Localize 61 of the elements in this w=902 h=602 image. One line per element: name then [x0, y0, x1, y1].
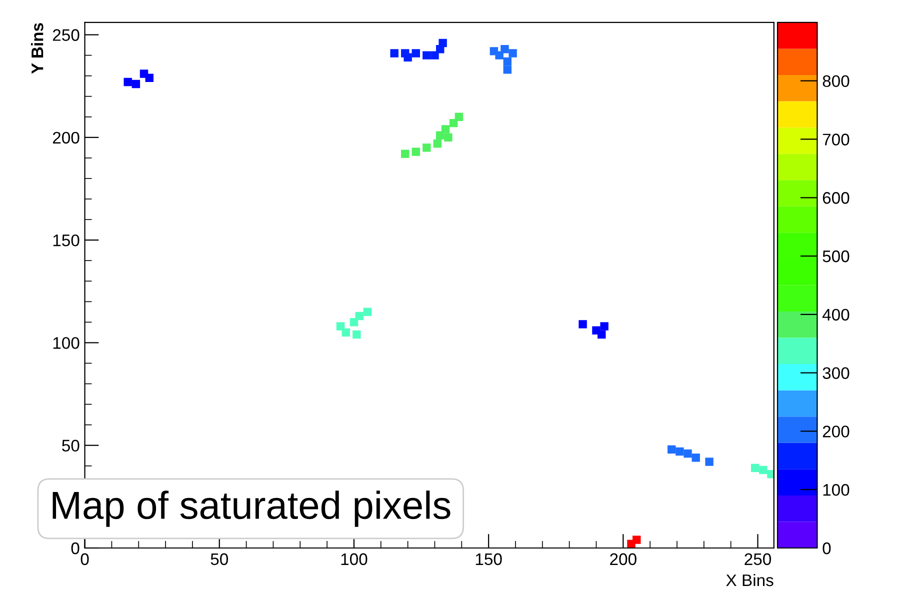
point — [632, 536, 641, 544]
point — [422, 144, 431, 152]
y-tick-label: 0 — [71, 542, 80, 554]
point — [363, 308, 372, 316]
point — [441, 125, 450, 134]
point — [404, 53, 412, 62]
point — [676, 447, 684, 456]
point — [124, 78, 132, 86]
color-bar-label: 500 — [822, 250, 850, 262]
color-bar-label: 800 — [822, 75, 850, 88]
y-tick-label: 150 — [53, 234, 80, 246]
x-tick-label: 0 — [80, 553, 89, 566]
color-bar-label: 300 — [822, 367, 850, 380]
point — [759, 466, 768, 474]
color-bar-label: 200 — [822, 426, 850, 438]
y-tick-label: 50 — [62, 440, 80, 452]
y-tick-label: 200 — [52, 132, 80, 144]
color-bar-label: 600 — [822, 192, 850, 204]
point — [684, 449, 692, 458]
x-axis-title: X Bins — [726, 574, 774, 586]
y-axis-title: Y Bins — [31, 23, 44, 74]
point — [508, 49, 517, 58]
x-tick-label: 250 — [744, 553, 772, 566]
annotation: Map of saturated pixels — [52, 490, 450, 527]
point — [401, 150, 410, 158]
point — [503, 66, 512, 74]
point — [412, 49, 420, 58]
color-bar-label: 400 — [822, 308, 850, 321]
x-tick-label: 100 — [341, 553, 368, 566]
point — [342, 328, 350, 337]
color-bar-label: 0 — [822, 542, 831, 554]
x-tick-label: 150 — [476, 553, 502, 566]
point — [503, 57, 512, 66]
x-tick-label: 200 — [610, 553, 636, 566]
point — [598, 330, 606, 339]
point — [600, 322, 608, 330]
point — [390, 49, 398, 58]
color-bar-label: 100 — [823, 484, 850, 496]
point — [495, 51, 504, 60]
y-tick-label: 250 — [52, 29, 80, 41]
point — [705, 458, 714, 466]
point — [750, 464, 760, 472]
point — [132, 80, 140, 88]
point — [692, 454, 700, 462]
point — [352, 330, 361, 339]
point — [578, 320, 587, 328]
color-bar-label: 700 — [822, 134, 850, 146]
point — [767, 470, 774, 478]
x-tick-label: 50 — [210, 553, 228, 566]
point — [140, 70, 148, 78]
point — [412, 148, 420, 156]
point — [438, 38, 447, 48]
point — [668, 445, 676, 454]
point — [433, 139, 442, 148]
point — [336, 322, 345, 330]
point — [350, 318, 358, 326]
point — [355, 312, 364, 320]
point — [444, 133, 452, 142]
y-tick-label: 100 — [53, 337, 80, 349]
point — [454, 112, 464, 121]
point — [422, 51, 431, 60]
